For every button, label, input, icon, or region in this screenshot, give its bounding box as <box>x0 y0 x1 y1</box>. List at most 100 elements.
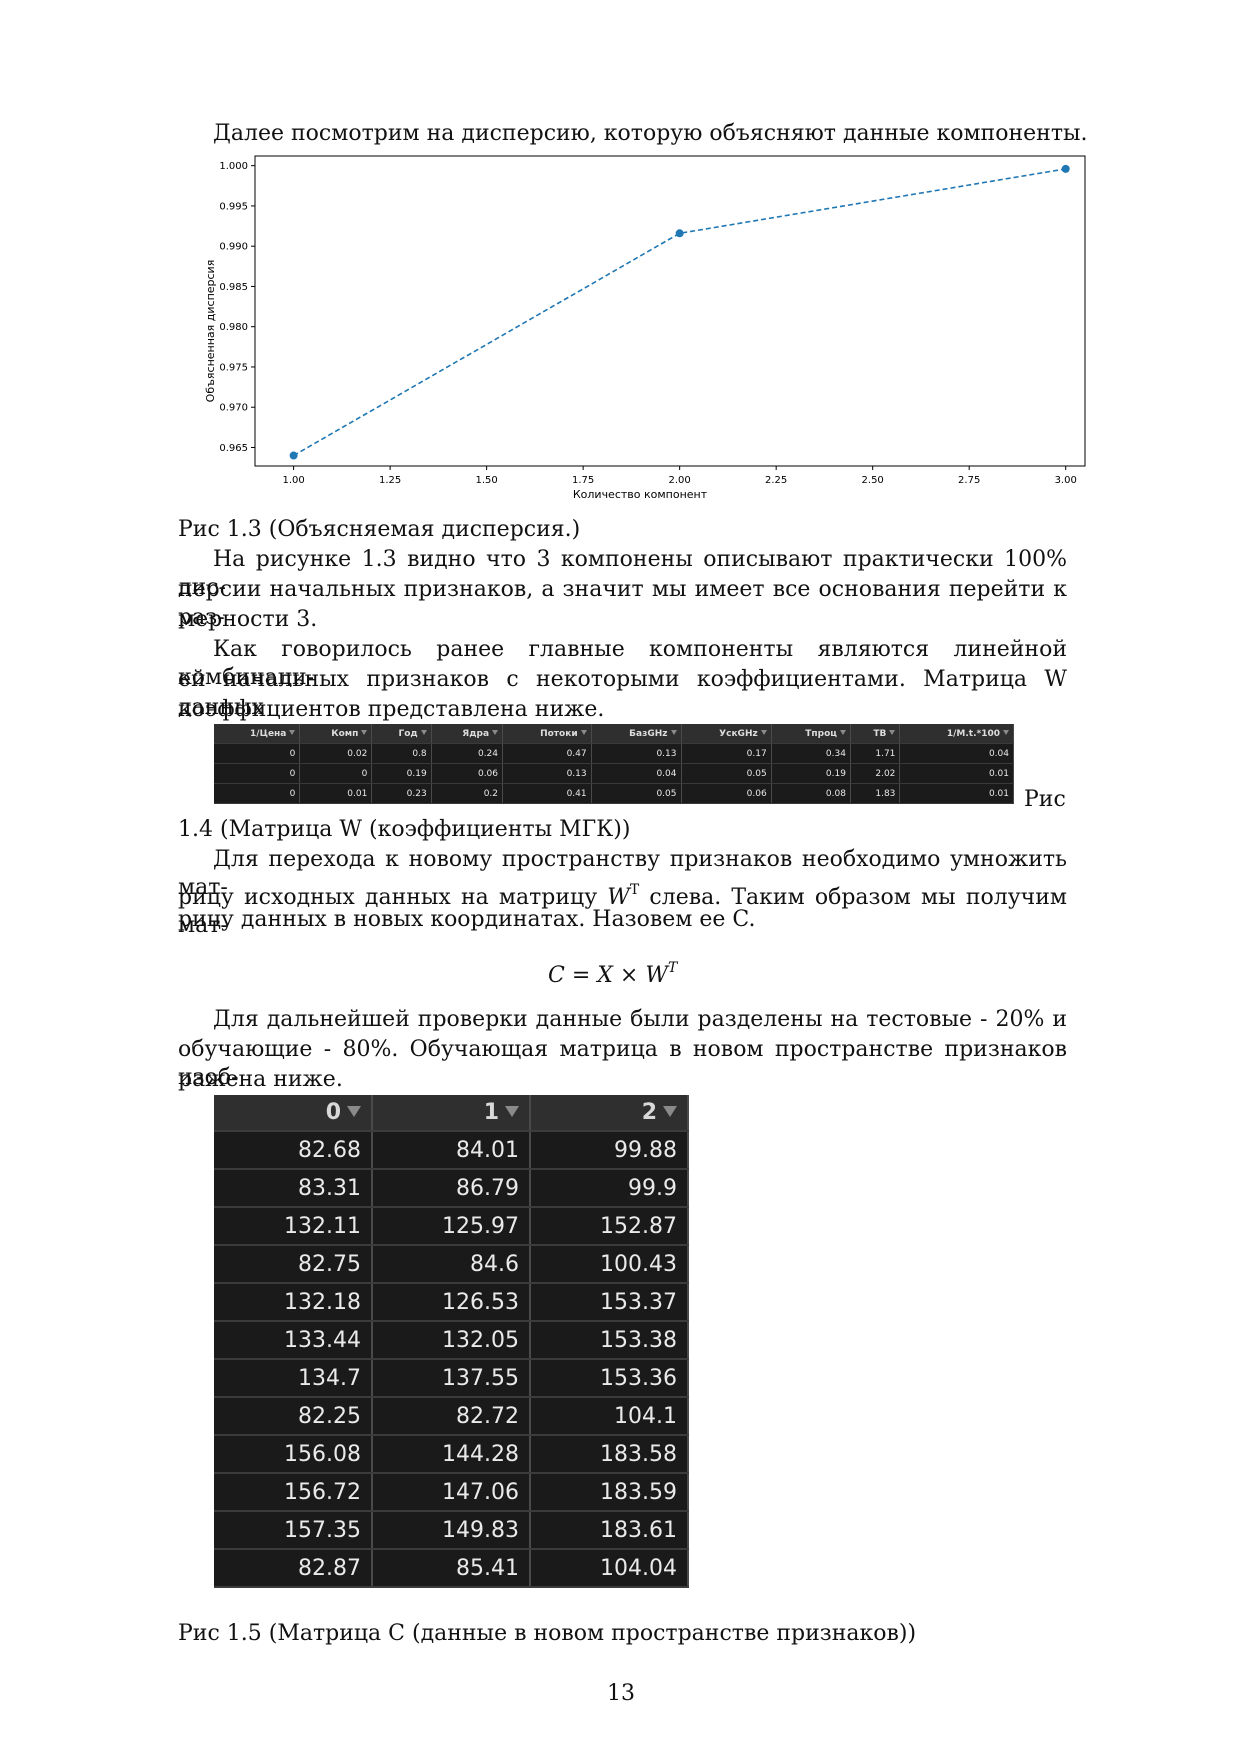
x-tick-label: 1.00 <box>282 475 304 486</box>
filter-icon[interactable] <box>839 729 846 735</box>
table-cell: 0.23 <box>371 783 432 804</box>
w-matrix-header-3[interactable]: Ядра <box>431 724 504 744</box>
table-cell: 152.87 <box>530 1207 689 1246</box>
filter-icon[interactable] <box>505 1106 519 1117</box>
c-matrix-header-label: 0 <box>325 1100 341 1125</box>
paragraph-3-line-3: рицу данных в новых координатах. Назовем… <box>178 907 756 932</box>
y-tick-label: 0.975 <box>219 362 248 373</box>
table-cell: 0.47 <box>502 743 592 764</box>
filter-icon[interactable] <box>492 729 499 735</box>
table-cell: 0 <box>214 763 301 784</box>
table-cell: 82.25 <box>214 1397 373 1436</box>
table-cell: 85.41 <box>372 1549 531 1588</box>
y-tick-label: 0.970 <box>219 403 248 414</box>
table-cell: 0.41 <box>502 783 592 804</box>
w-matrix-header-9[interactable]: 1/M.t.*100 <box>899 724 1014 744</box>
w-matrix-header-label: БазGHz <box>629 728 668 739</box>
table-row: 156.08 144.28 183.58 <box>214 1435 689 1474</box>
table-cell: 86.79 <box>372 1169 531 1208</box>
x-tick-label: 2.00 <box>669 475 691 486</box>
c-matrix-header-0[interactable]: 0 <box>214 1095 373 1132</box>
w-matrix-header-label: Комп <box>331 728 359 739</box>
data-point <box>675 229 684 238</box>
table-cell: 0.05 <box>591 783 682 804</box>
w-matrix-header-label: ТВ <box>873 728 887 739</box>
table-cell: 149.83 <box>372 1511 531 1550</box>
table-cell: 82.75 <box>214 1245 373 1284</box>
table-cell: 153.37 <box>530 1283 689 1322</box>
paragraph-1-line-3: мерности 3. <box>178 607 318 632</box>
x-tick-label: 2.25 <box>765 475 787 486</box>
filter-icon[interactable] <box>289 729 296 735</box>
table-cell: 99.9 <box>530 1169 689 1208</box>
table-cell: 0.13 <box>591 743 682 764</box>
filter-icon[interactable] <box>889 729 896 735</box>
filter-icon[interactable] <box>347 1106 361 1117</box>
x-tick-label: 1.75 <box>572 475 594 486</box>
explained-variance-chart: 1.00 1.25 1.50 1.75 2.00 2.25 2.50 2.75 3.00 0.96… <box>205 155 1086 501</box>
w-matrix-header-label: УскGHz <box>719 728 758 739</box>
filter-icon[interactable] <box>663 1106 677 1117</box>
w-matrix-header-row: 1/Цена Комп Год Ядра Потоки БазGHz УскGHz Тпроц… <box>214 724 1014 744</box>
w-matrix-header-8[interactable]: ТВ <box>850 724 901 744</box>
filter-icon[interactable] <box>670 729 677 735</box>
table-cell: 99.88 <box>530 1131 689 1170</box>
filter-icon[interactable] <box>1003 729 1009 735</box>
table-cell: 137.55 <box>372 1359 531 1398</box>
c-matrix-header-label: 2 <box>641 1100 657 1125</box>
table-row: 133.44 132.05 153.38 <box>214 1321 689 1360</box>
table-cell: 126.53 <box>372 1283 531 1322</box>
w-matrix-header-1[interactable]: Комп <box>299 724 373 744</box>
w-matrix-header-7[interactable]: Тпроц <box>771 724 851 744</box>
table-cell: 84.6 <box>372 1245 531 1284</box>
paragraph-4-line-3: ражена ниже. <box>178 1067 343 1092</box>
table-cell: 0.05 <box>681 763 772 784</box>
table-cell: 183.61 <box>530 1511 689 1550</box>
table-cell: 100.43 <box>530 1245 689 1284</box>
table-cell: 132.11 <box>214 1207 373 1246</box>
w-matrix-header-label: Ядра <box>462 728 490 739</box>
filter-icon[interactable] <box>420 729 427 735</box>
math-w: W <box>607 885 630 910</box>
filter-icon[interactable] <box>580 729 587 735</box>
paragraph-4-line-1: Для дальнейшей проверки данные были разд… <box>213 1007 1067 1032</box>
c-matrix-header-2[interactable]: 2 <box>530 1095 689 1132</box>
w-matrix-table: 1/Цена Комп Год Ядра Потоки БазGHz УскGHz Тпроц… <box>214 724 1014 804</box>
table-cell: 0 <box>214 743 301 764</box>
table-cell: 0.19 <box>771 763 851 784</box>
x-tick-label: 2.50 <box>862 475 884 486</box>
w-matrix-header-5[interactable]: БазGHz <box>591 724 682 744</box>
table-row: 82.75 84.6 100.43 <box>214 1245 689 1284</box>
table-cell: 0.04 <box>899 743 1014 764</box>
c-matrix-header-label: 1 <box>483 1100 499 1125</box>
formula-body: C = X × W <box>548 963 668 988</box>
w-matrix-header-0[interactable]: 1/Цена <box>214 724 301 744</box>
x-tick-label: 3.00 <box>1055 475 1077 486</box>
table-cell: 156.72 <box>214 1473 373 1512</box>
table-cell: 0.04 <box>591 763 682 784</box>
table-row: 83.31 86.79 99.9 <box>214 1169 689 1208</box>
formula: C = X × WT <box>548 954 677 990</box>
c-matrix-header-1[interactable]: 1 <box>372 1095 531 1132</box>
paragraph-4-line-2: обучающие - 80%. Обучающая матрица в нов… <box>178 1037 1067 1090</box>
table-cell: 147.06 <box>372 1473 531 1512</box>
table-cell: 183.59 <box>530 1473 689 1512</box>
table-cell: 153.36 <box>530 1359 689 1398</box>
w-matrix-header-4[interactable]: Потоки <box>502 724 592 744</box>
table-row: 132.11 125.97 152.87 <box>214 1207 689 1246</box>
paragraph-3-line-2-start: рицу исходных данных на матрицу <box>178 885 608 910</box>
filter-icon[interactable] <box>361 729 368 735</box>
w-matrix-header-6[interactable]: УскGHz <box>681 724 772 744</box>
table-cell: 0.13 <box>502 763 592 784</box>
w-matrix-header-label: Потоки <box>540 728 578 739</box>
table-cell: 82.68 <box>214 1131 373 1170</box>
paragraph-3-line-2: рицу исходных данных на матрицу WT слева… <box>178 876 1067 968</box>
filter-icon[interactable] <box>760 729 767 735</box>
table-cell: 104.1 <box>530 1397 689 1436</box>
w-matrix-header-2[interactable]: Год <box>371 724 432 744</box>
table-cell: 144.28 <box>372 1435 531 1474</box>
y-tick-label: 0.985 <box>219 282 248 293</box>
table-cell: 0.24 <box>431 743 504 764</box>
table-cell: 125.97 <box>372 1207 531 1246</box>
